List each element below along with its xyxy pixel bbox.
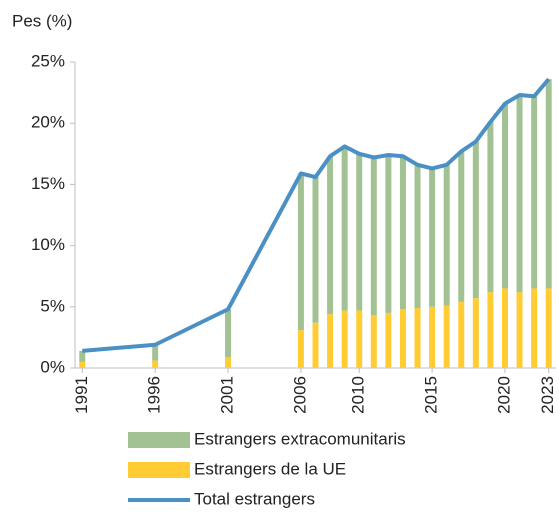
bar-segment [531, 288, 538, 368]
x-tick-label: 2010 [349, 376, 368, 414]
bar-segment [458, 151, 465, 302]
y-tick-label: 20% [31, 113, 65, 132]
bar-segment [516, 95, 523, 293]
y-axis-label: Pes (%) [12, 11, 72, 30]
bar-segment [356, 310, 363, 368]
bar-segment [472, 298, 479, 368]
bar-segment [487, 292, 494, 368]
bar-segment [312, 322, 319, 368]
bar-segment [312, 177, 319, 323]
bar-segment [531, 96, 538, 289]
x-tick-label: 1991 [72, 376, 91, 414]
bar-segment [414, 308, 421, 368]
x-tick-label: 1996 [145, 376, 164, 414]
y-tick-label: 15% [31, 174, 65, 193]
bar-segment [414, 164, 421, 309]
bar-segment [385, 155, 392, 313]
bar-segment [356, 153, 363, 311]
bar-segment [225, 356, 232, 368]
line [82, 77, 551, 353]
bar-segment [399, 156, 406, 310]
x-tick-label: 2015 [422, 376, 441, 414]
bar-segment [370, 157, 377, 316]
y-tick-label: 25% [31, 51, 65, 70]
legend-swatch [128, 432, 190, 448]
bar-segment [152, 344, 159, 361]
bar-segment [545, 79, 552, 289]
bar-segment [341, 310, 348, 368]
bar-segment [458, 301, 465, 368]
bar-segment [472, 141, 479, 299]
bar-segment [385, 312, 392, 368]
legend-label: Total estrangers [194, 489, 315, 508]
bar-segment [443, 305, 450, 368]
bar-segment [327, 314, 334, 368]
bar-segment [327, 156, 334, 315]
bar-segment [152, 360, 159, 368]
bar-segment [79, 361, 86, 368]
x-tick-label: 2006 [290, 376, 309, 414]
x-tick-label: 2020 [494, 376, 513, 414]
x-tick-label: 2023 [538, 376, 557, 414]
bar-segment [501, 288, 508, 368]
x-tick-label: 2001 [218, 376, 237, 414]
bar-segment [487, 121, 494, 293]
legend-label: Estrangers extracomunitaris [194, 429, 406, 448]
bar-segment [516, 292, 523, 368]
bar-segment [429, 306, 436, 368]
bar-segment [297, 173, 304, 331]
y-tick-label: 10% [31, 235, 65, 254]
bar-segment [79, 350, 86, 362]
bar-segment [501, 103, 508, 289]
y-tick-label: 5% [40, 296, 65, 315]
legend-swatch [128, 462, 190, 478]
bar-segment [370, 315, 377, 368]
bar-segment [443, 164, 450, 306]
bar-segment [399, 309, 406, 368]
bar-segment [429, 168, 436, 307]
bar-segment [225, 309, 232, 357]
y-tick-label: 0% [40, 357, 65, 376]
legend-label: Estrangers de la UE [194, 459, 346, 478]
bar-segment [545, 288, 552, 368]
bar-segment [297, 330, 304, 368]
bar-segment [341, 146, 348, 311]
